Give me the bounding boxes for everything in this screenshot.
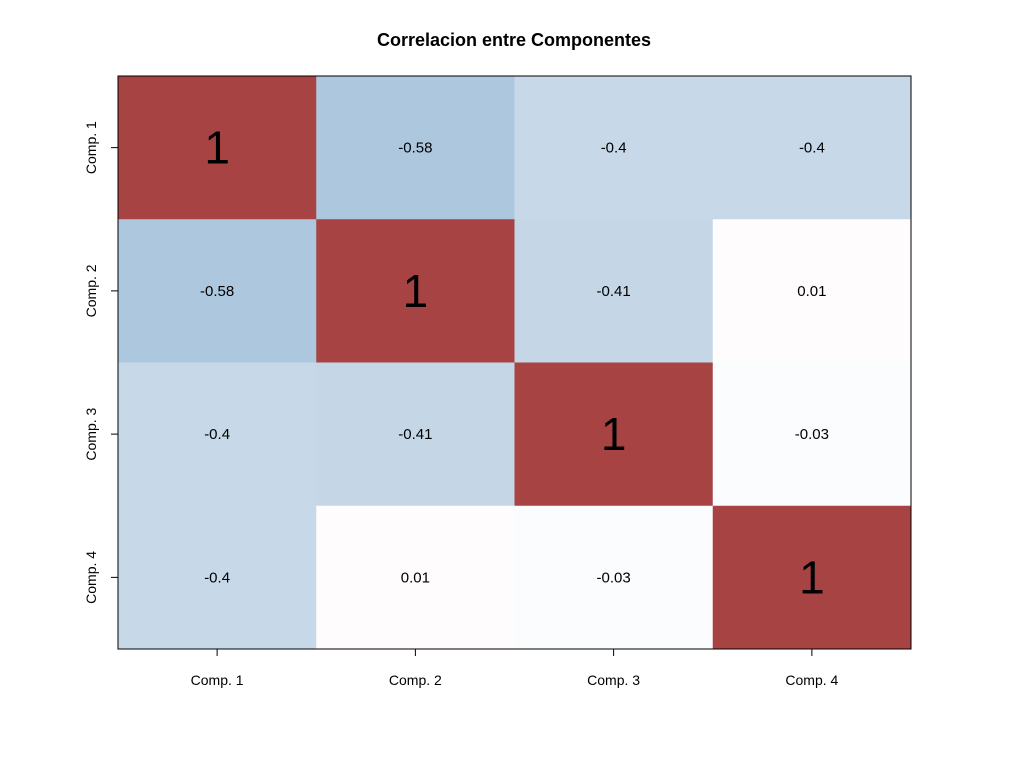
heatmap-cell-label: 1	[799, 551, 825, 603]
x-tick-label: Comp. 1	[191, 672, 244, 688]
heatmap-cell-label: 1	[204, 122, 230, 174]
heatmap-cell	[514, 505, 714, 650]
y-tick-label: Comp. 3	[83, 407, 99, 460]
x-tick-label: Comp. 2	[389, 672, 442, 688]
heatmap-cell	[118, 505, 317, 650]
heatmap-cell-label: 0.01	[797, 283, 826, 300]
heatmap-cell-label: -0.03	[597, 569, 631, 586]
heatmap-cell	[316, 505, 515, 650]
heatmap-cell-label: -0.4	[204, 569, 230, 586]
heatmap-cell-labels: 1 -0.58 -0.4 -0.4-0.58 1 -0.41 0.01-0.4 -0.41 1-…	[200, 122, 829, 604]
heatmap-cell	[118, 76, 317, 220]
heatmap-cell-label: -0.41	[597, 283, 631, 300]
heatmap-cell-label: -0.4	[204, 426, 230, 443]
y-tick-label: Comp. 2	[83, 264, 99, 317]
heatmap-cell	[712, 76, 912, 220]
heatmap-cell	[316, 219, 515, 363]
heatmap-cell	[712, 219, 912, 363]
chart-title: Correlacion entre Componentes	[377, 30, 651, 50]
x-tick-label: Comp. 3	[587, 672, 640, 688]
y-axis: Comp. 1 Comp. 2 Comp. 3 Comp. 4	[83, 121, 118, 604]
heatmap-cell-label: -0.58	[200, 283, 234, 300]
heatmap-cell-label: 1	[601, 408, 627, 460]
heatmap-cell-label: -0.41	[398, 426, 432, 443]
heatmap-cell	[514, 76, 714, 220]
heatmap-cell-label: -0.4	[601, 140, 627, 157]
heatmap-cell-label: 1	[403, 265, 429, 317]
heatmap-cell-label: 0.01	[401, 569, 430, 586]
heatmap-cell	[514, 219, 714, 363]
heatmap-cells	[118, 76, 912, 650]
heatmap-cell	[118, 219, 317, 363]
heatmap-cell-label: -0.58	[398, 140, 432, 157]
y-tick-label: Comp. 1	[83, 121, 99, 174]
heatmap-cell-label: -0.4	[799, 140, 825, 157]
x-tick-label: Comp. 4	[785, 672, 838, 688]
heatmap-cell	[514, 362, 714, 507]
y-tick-label: Comp. 4	[83, 551, 99, 604]
plot-frame	[117, 75, 912, 650]
heatmap-cell	[712, 505, 912, 650]
heatmap-cell-label: -0.03	[795, 426, 829, 443]
heatmap-cell	[712, 362, 912, 507]
x-axis: Comp. 1 Comp. 2 Comp. 3 Comp. 4	[191, 649, 839, 688]
heatmap-cell	[118, 362, 317, 507]
heatmap-cell	[316, 362, 515, 507]
heatmap-cell	[316, 76, 515, 220]
